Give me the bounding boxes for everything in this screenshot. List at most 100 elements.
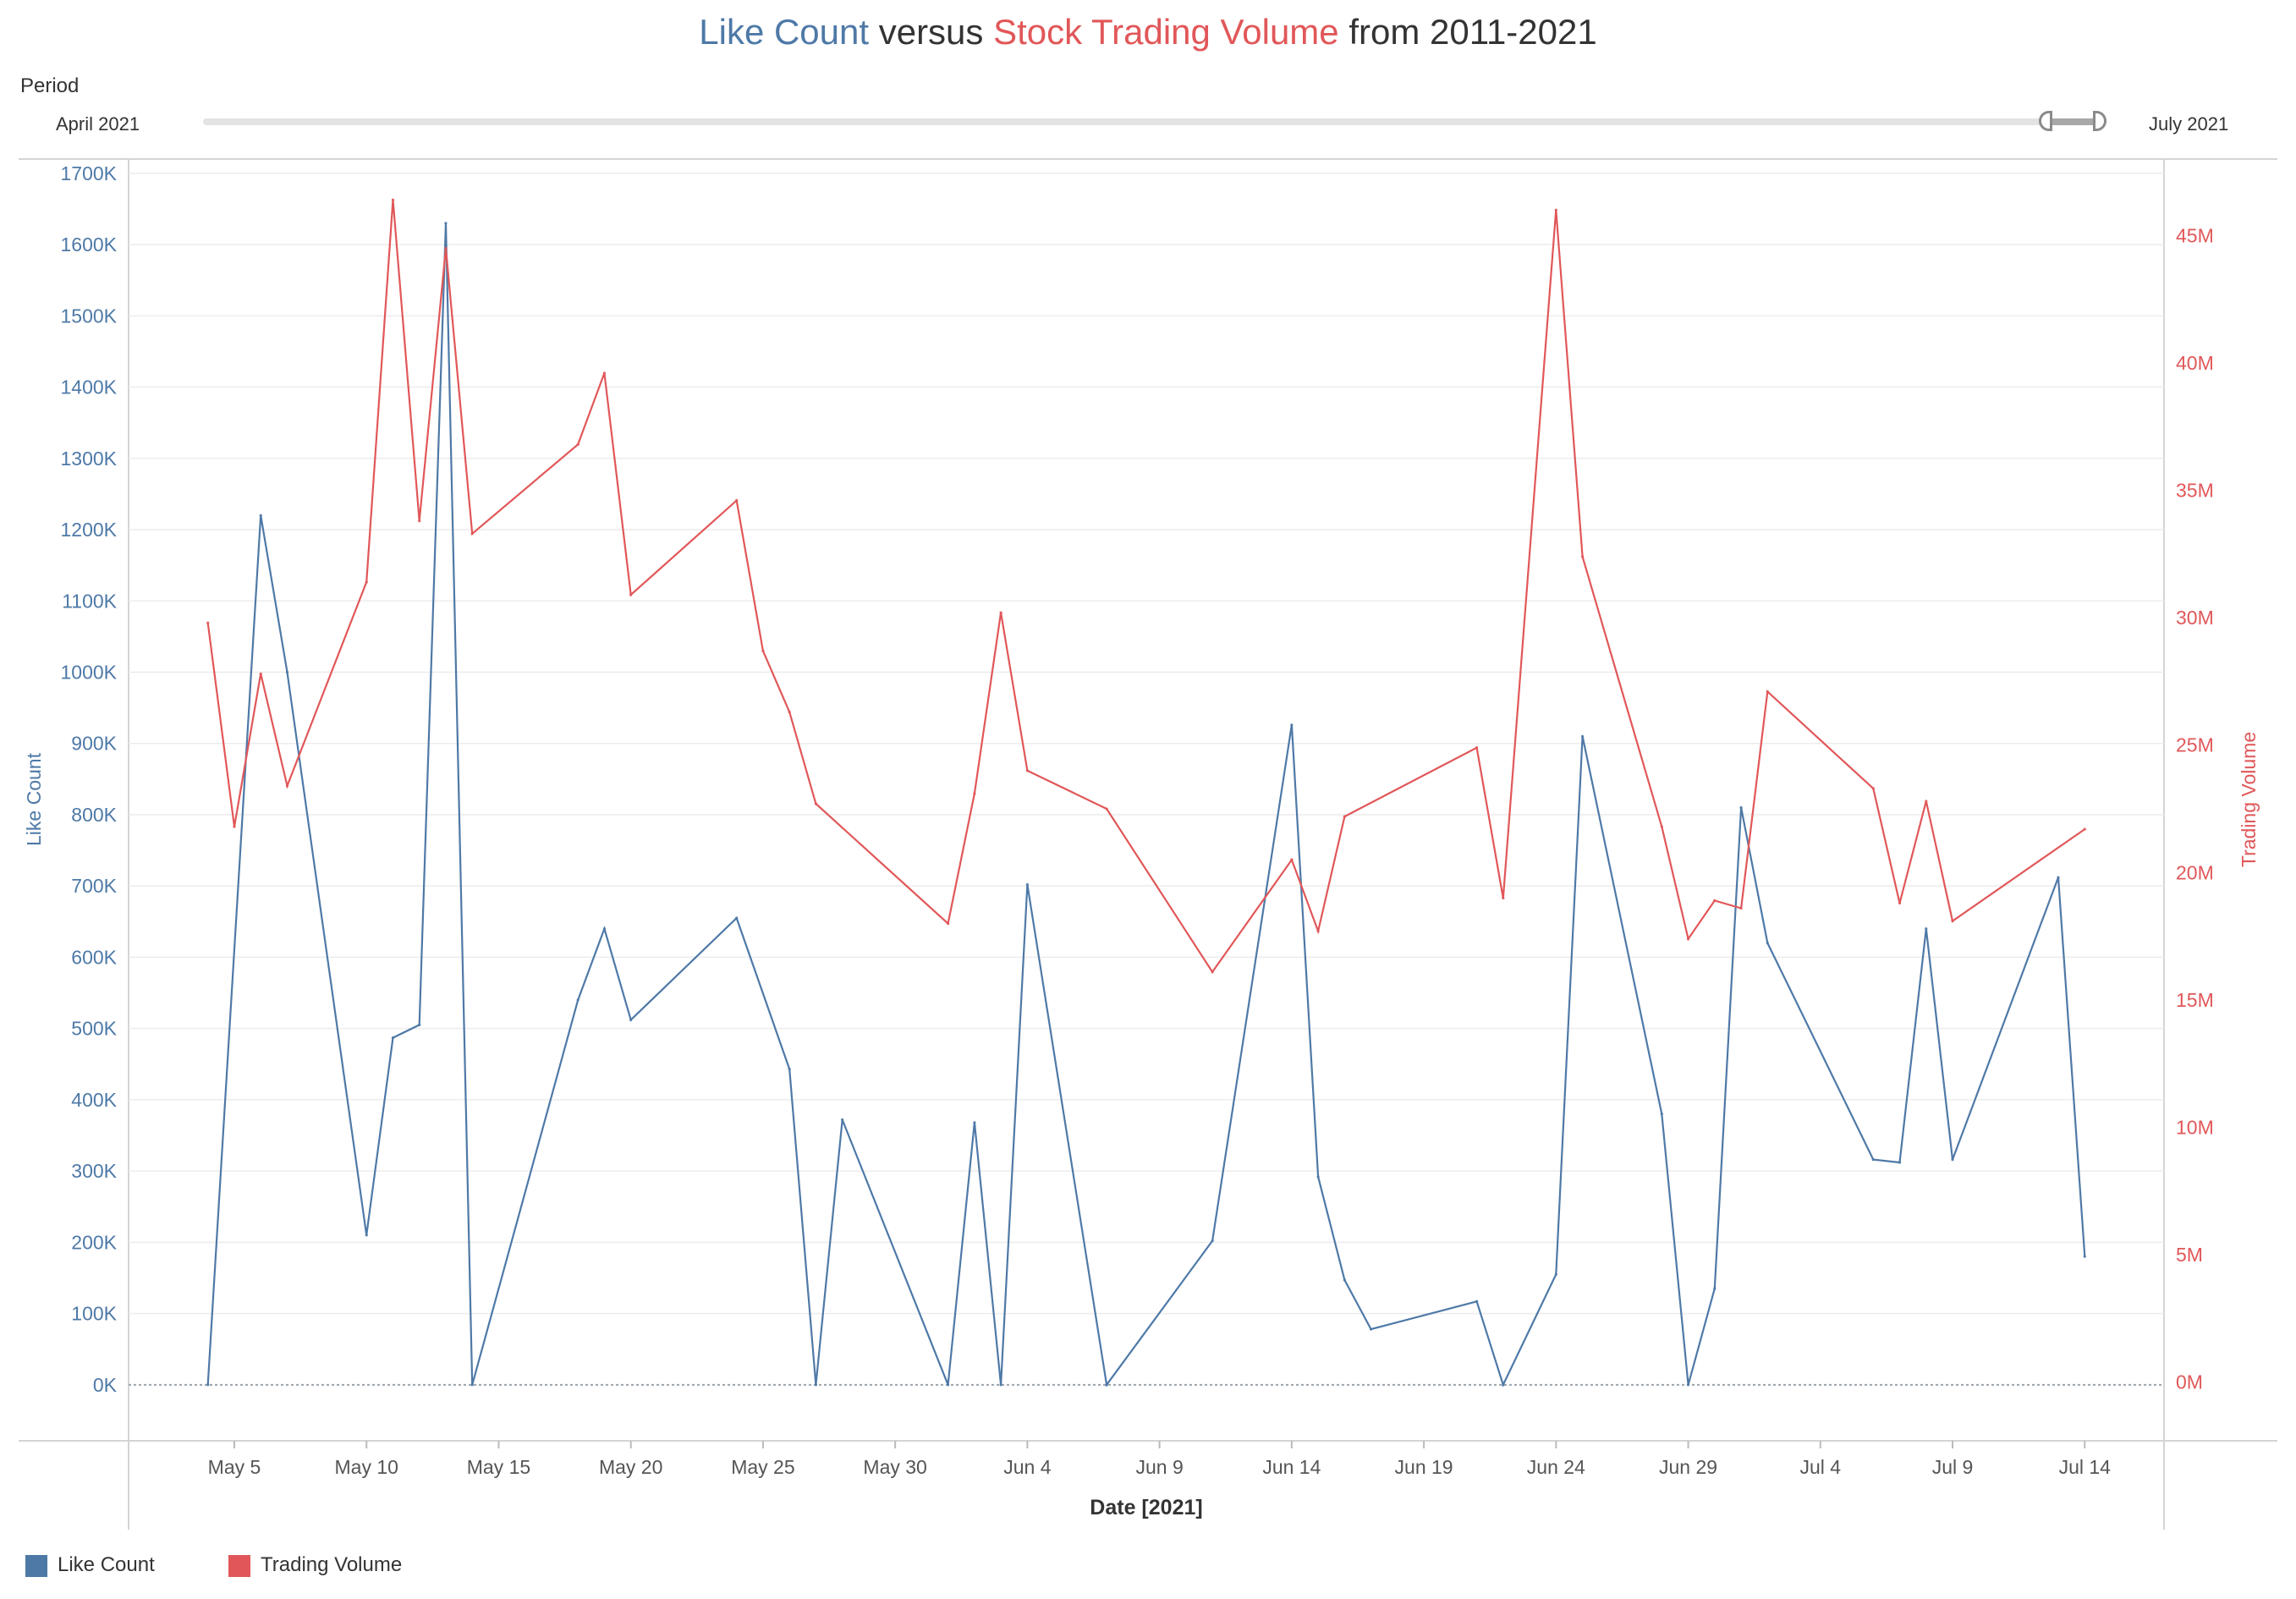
period-start-label: April 2021 — [56, 113, 140, 135]
data-point-like-count — [999, 1383, 1002, 1387]
data-point-trading-volume — [1739, 906, 1743, 910]
data-point-like-count — [365, 1234, 368, 1237]
data-point-trading-volume — [1105, 807, 1108, 810]
data-point-trading-volume — [1475, 746, 1479, 750]
y-right-tick-label: 45M — [2176, 224, 2214, 246]
data-point-trading-volume — [2083, 827, 2086, 831]
data-point-like-count — [1580, 734, 1585, 738]
data-point-like-count — [788, 1068, 791, 1071]
data-point-like-count — [418, 1023, 421, 1027]
data-point-trading-volume — [1766, 690, 1769, 694]
x-tick-label: Jul 14 — [2059, 1456, 2112, 1478]
legend-label-like-count: Like Count — [58, 1553, 155, 1576]
legend-swatch-like-count — [25, 1554, 47, 1577]
data-point-like-count — [629, 1018, 633, 1022]
data-point-trading-volume — [629, 593, 633, 596]
data-point-like-count — [735, 916, 739, 920]
data-point-like-count — [1316, 1175, 1320, 1179]
data-point-like-count — [1660, 1113, 1663, 1116]
data-point-like-count — [841, 1118, 844, 1122]
y-left-tick-label: 1600K — [60, 234, 117, 256]
data-point-trading-volume — [206, 621, 210, 624]
y-left-tick-label: 100K — [71, 1303, 117, 1325]
y-left-tick-label: 300K — [71, 1160, 117, 1182]
data-point-like-count — [1925, 927, 1928, 931]
data-point-like-count — [1343, 1278, 1346, 1282]
data-point-trading-volume — [973, 792, 976, 795]
data-point-trading-volume — [1713, 898, 1717, 903]
period-slider-end-handle[interactable] — [2093, 111, 2106, 131]
y-left-tick-label: 1000K — [60, 661, 117, 683]
data-point-like-count — [2057, 876, 2060, 879]
data-point-like-count — [391, 1036, 395, 1040]
data-point-trading-volume — [1951, 919, 1954, 923]
legend-label-trading-volume: Trading Volume — [261, 1553, 403, 1576]
y-left-tick-label: 1200K — [60, 519, 117, 541]
x-tick-label: Jun 14 — [1262, 1456, 1321, 1478]
series-line-like-count — [206, 223, 2086, 1387]
data-point-like-count — [973, 1121, 976, 1124]
title-trading-volume: Stock Trading Volume — [993, 12, 1339, 52]
y-right-tick-label: 30M — [2176, 607, 2214, 629]
data-point-like-count — [1290, 723, 1294, 727]
y-right-axis-title: Trading Volume — [2238, 732, 2260, 867]
x-tick-label: Jun 4 — [1003, 1456, 1051, 1478]
data-point-trading-volume — [576, 442, 579, 446]
data-point-trading-volume — [999, 611, 1002, 614]
period-slider-selected-range[interactable] — [2046, 118, 2105, 125]
data-point-trading-volume — [1686, 937, 1690, 941]
x-axis-title: Date [2021] — [1090, 1496, 1202, 1519]
data-point-trading-volume — [602, 371, 607, 375]
y-left-tick-label: 0K — [93, 1374, 118, 1396]
data-point-trading-volume — [1580, 555, 1585, 558]
data-point-like-count — [1105, 1383, 1108, 1387]
data-point-trading-volume — [1316, 930, 1320, 933]
data-point-like-count — [947, 1383, 950, 1387]
data-point-like-count — [1739, 805, 1743, 810]
data-point-trading-volume — [470, 532, 474, 536]
period-slider-start-handle[interactable] — [2039, 111, 2052, 131]
x-tick-label: May 10 — [335, 1456, 398, 1478]
data-point-like-count — [259, 514, 262, 517]
y-right-tick-label: 5M — [2176, 1244, 2203, 1266]
data-point-like-count — [1766, 941, 1769, 945]
x-tick-label: May 25 — [731, 1456, 794, 1478]
title-versus: versus — [869, 12, 994, 52]
data-point-trading-volume — [259, 672, 262, 676]
data-point-like-count — [1502, 1383, 1505, 1387]
y-right-tick-label: 10M — [2176, 1117, 2214, 1139]
y-left-tick-label: 1300K — [60, 448, 117, 470]
data-point-like-count — [1554, 1272, 1557, 1276]
period-filter-label: Period — [20, 74, 80, 97]
y-right-tick-label: 20M — [2176, 861, 2214, 883]
period-slider-track[interactable] — [203, 118, 2106, 125]
y-left-tick-label: 1500K — [60, 305, 117, 327]
data-point-trading-volume — [788, 710, 791, 714]
legend-item-trading-volume[interactable]: Trading Volume — [228, 1553, 402, 1577]
data-point-like-count — [206, 1383, 210, 1387]
data-point-like-count — [1369, 1327, 1373, 1331]
data-point-trading-volume — [1660, 825, 1663, 828]
x-tick-label: Jun 29 — [1659, 1456, 1717, 1478]
data-point-like-count — [1871, 1158, 1875, 1162]
data-point-trading-volume — [1898, 901, 1902, 905]
data-point-trading-volume — [418, 519, 421, 523]
data-point-trading-volume — [947, 921, 950, 926]
data-point-like-count — [1898, 1161, 1902, 1164]
y-left-tick-label: 1400K — [60, 376, 117, 398]
y-left-tick-label: 1700K — [60, 162, 117, 184]
y-right-tick-label: 0M — [2176, 1371, 2203, 1393]
data-point-like-count — [470, 1383, 474, 1387]
y-right-tick-label: 15M — [2176, 989, 2214, 1011]
x-tick-label: May 20 — [599, 1456, 662, 1478]
data-point-like-count — [444, 222, 448, 225]
x-tick-label: Jul 9 — [1932, 1456, 1974, 1478]
x-tick-label: May 15 — [467, 1456, 530, 1478]
data-point-like-count — [814, 1383, 818, 1387]
legend-item-like-count[interactable]: Like Count — [25, 1553, 155, 1577]
data-point-like-count — [1475, 1300, 1479, 1303]
data-point-like-count — [1211, 1239, 1214, 1243]
data-point-like-count — [602, 927, 607, 931]
legend-swatch-trading-volume — [228, 1554, 250, 1577]
